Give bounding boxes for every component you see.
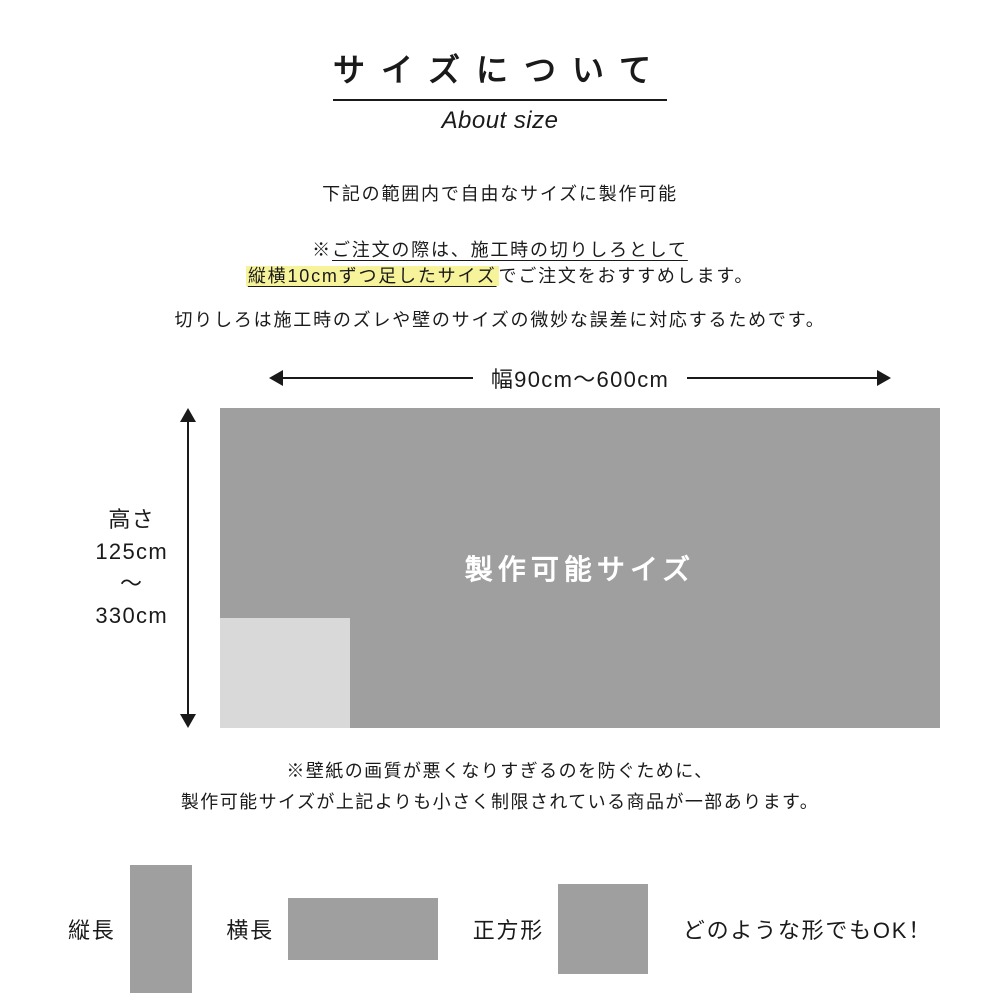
note-line-2: 製作可能サイズが上記よりも小さく制限されている商品が一部あります。 <box>60 787 940 818</box>
diagram-body: 高さ 125cm ～ 330cm 製作可能サイズ <box>60 408 940 728</box>
shape-tall-swatch <box>130 865 192 993</box>
size-rect-label: 製作可能サイズ <box>465 548 695 588</box>
copy-line-2-prefix: ※ <box>312 240 332 260</box>
size-rect: 製作可能サイズ <box>220 408 940 728</box>
shape-tall-label: 縦長 <box>68 913 116 945</box>
shape-square: 正方形 <box>473 884 648 974</box>
note-block: ※壁紙の画質が悪くなりすぎるのを防ぐために、 製作可能サイズが上記よりも小さく制… <box>60 756 940 817</box>
copy-line-4: 切りしろは施工時のズレや壁のサイズの微妙な誤差に対応するためです。 <box>60 306 940 332</box>
height-label-3: ～ <box>95 568 168 600</box>
height-labels: 高さ 125cm ～ 330cm <box>95 504 168 632</box>
arrow-left-icon <box>269 370 473 386</box>
title-en: About size <box>60 107 940 135</box>
arrow-right-icon <box>687 370 891 386</box>
copy-line-3: 縦横10cmずつ足したサイズでご注文をおすすめします。 <box>60 262 940 288</box>
copy-line-1: 下記の範囲内で自由なサイズに製作可能 <box>60 180 940 206</box>
size-diagram: 幅90cm～600cm 高さ 125cm ～ 330cm 製作可能サイズ <box>60 362 940 728</box>
copy-line-3-rest: でご注文をおすすめします。 <box>499 266 755 286</box>
height-label-4: 330cm <box>95 600 168 632</box>
height-label-2: 125cm <box>95 536 168 568</box>
shape-wide-swatch <box>288 898 438 960</box>
shape-wide: 横長 <box>226 898 438 960</box>
height-dimension: 高さ 125cm ～ 330cm <box>60 408 220 728</box>
copy-block: 下記の範囲内で自由なサイズに製作可能 ※ご注文の際は、施工時の切りしろとして 縦… <box>60 180 940 332</box>
copy-line-2-underline: ご注文の際は、施工時の切りしろとして <box>332 240 688 260</box>
width-dimension: 幅90cm～600cm <box>220 362 940 394</box>
shapes-row: 縦長 横長 正方形 どのような形でもOK！ <box>60 865 940 993</box>
copy-line-2: ※ご注文の際は、施工時の切りしろとして <box>60 236 940 262</box>
arrow-vertical-icon <box>180 408 196 728</box>
size-rect-small <box>220 618 350 728</box>
copy-line-3-highlight: 縦横10cmずつ足したサイズ <box>246 266 499 286</box>
shape-square-swatch <box>558 884 648 974</box>
title-ja: サイズについて <box>333 45 667 101</box>
note-line-1: ※壁紙の画質が悪くなりすぎるのを防ぐために、 <box>60 756 940 787</box>
width-label: 幅90cm～600cm <box>491 362 669 394</box>
title-block: サイズについて About size <box>60 45 940 135</box>
height-label-1: 高さ <box>95 504 168 536</box>
shapes-ok-text: どのような形でもOK！ <box>683 913 932 945</box>
shape-square-label: 正方形 <box>473 913 544 945</box>
shape-tall: 縦長 <box>68 865 192 993</box>
page: サイズについて About size 下記の範囲内で自由なサイズに製作可能 ※ご… <box>0 0 1000 993</box>
shape-wide-label: 横長 <box>226 913 274 945</box>
